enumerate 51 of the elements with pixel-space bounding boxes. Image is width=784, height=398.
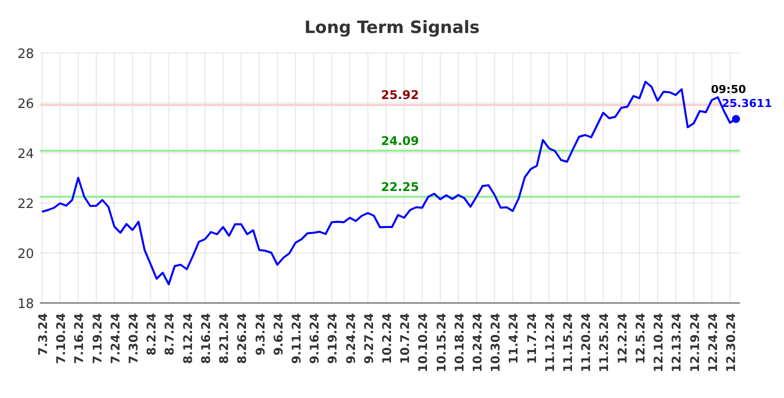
x-tick-label: 10.15.24 [434, 313, 448, 372]
x-tick-label: 9.16.24 [308, 313, 322, 364]
x-tick-label: 10.30.24 [488, 313, 503, 372]
x-tick-label: 7.16.24 [72, 313, 86, 364]
x-tick-label: 8.21.24 [217, 313, 232, 364]
x-tick-label: 11.12.24 [542, 313, 557, 372]
y-tick-label: 24 [17, 147, 34, 162]
x-tick-label: 10.2.24 [380, 313, 394, 364]
x-tick-label: 9.24.24 [344, 313, 358, 364]
x-tick-label: 9.3.24 [253, 313, 268, 356]
x-tick-label: 11.20.24 [579, 313, 594, 372]
ref-line-label: 25.92 [381, 88, 419, 102]
x-tick-label: 10.10.24 [416, 313, 430, 372]
annotation: 25.3611 [722, 96, 772, 110]
x-tick-label: 12.19.24 [688, 313, 702, 372]
annotation: 09:50 [710, 82, 746, 96]
x-tick-label: 12.5.24 [633, 313, 648, 364]
x-tick-label: 10.18.24 [452, 313, 466, 372]
y-tick-label: 28 [17, 47, 34, 62]
x-tick-label: 8.16.24 [198, 313, 213, 364]
x-tick-label: 12.24.24 [706, 313, 720, 372]
x-tick-label: 7.19.24 [90, 313, 104, 364]
x-tick-label: 11.25.24 [597, 313, 612, 372]
y-tick-label: 18 [17, 297, 34, 312]
x-tick-label: 8.7.24 [162, 313, 177, 356]
x-tick-label: 12.2.24 [615, 313, 630, 364]
x-tick-label: 10.7.24 [398, 313, 412, 364]
x-tick-label: 12.30.24 [724, 313, 738, 372]
x-tick-label: 11.7.24 [524, 313, 539, 364]
x-tick-label: 7.10.24 [54, 313, 68, 364]
x-tick-label: 9.6.24 [271, 313, 286, 356]
y-tick-label: 26 [17, 97, 34, 112]
x-tick-label: 8.26.24 [235, 313, 250, 364]
x-tick-label: 9.19.24 [326, 313, 340, 364]
x-tick-label: 8.12.24 [180, 313, 195, 364]
x-tick-label: 12.10.24 [652, 313, 666, 372]
x-tick-label: 7.24.24 [108, 313, 122, 364]
ref-line-label: 22.25 [381, 180, 419, 194]
chart-title: Long Term Signals [304, 18, 480, 38]
x-tick-label: 7.3.24 [36, 313, 50, 356]
x-tick-label: 11.4.24 [506, 313, 521, 364]
x-tick-label: 7.30.24 [126, 313, 141, 364]
x-tick-label: 8.2.24 [144, 313, 159, 356]
y-tick-label: 20 [17, 247, 34, 262]
x-tick-label: 12.13.24 [670, 313, 684, 372]
x-tick-label: 11.15.24 [561, 313, 576, 372]
ref-line-label: 24.09 [381, 134, 419, 148]
y-tick-label: 22 [17, 197, 34, 212]
x-tick-label: 10.24.24 [470, 313, 485, 372]
x-tick-label: 9.11.24 [289, 313, 304, 364]
x-tick-label: 9.27.24 [362, 313, 376, 364]
